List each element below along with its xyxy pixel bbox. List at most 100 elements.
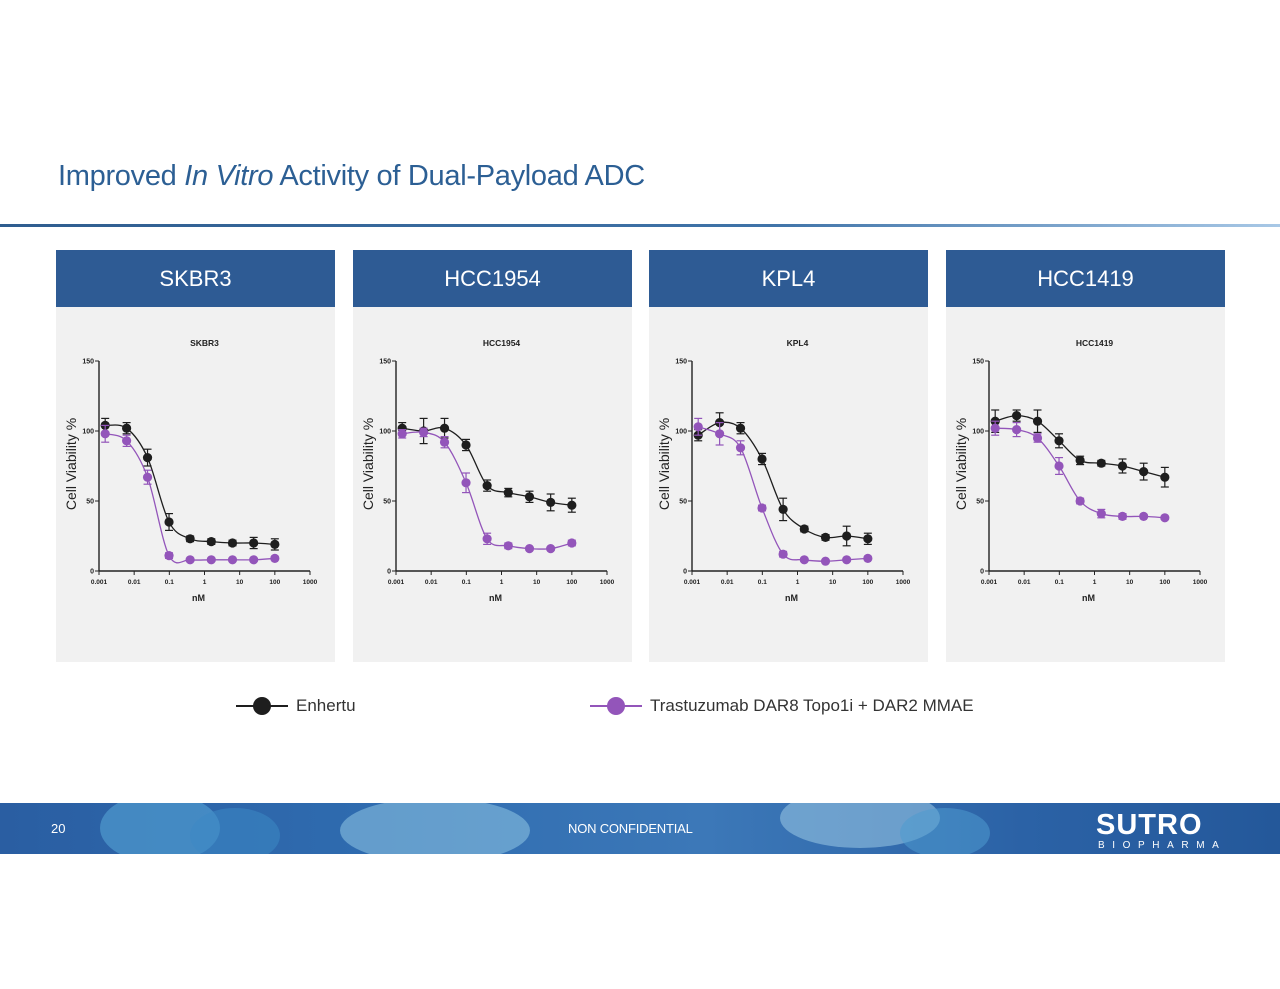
data-point: [503, 541, 513, 551]
data-point: [1139, 467, 1149, 477]
data-point: [1054, 436, 1064, 446]
x-tick-label: 10: [829, 579, 837, 586]
data-point: [863, 534, 873, 544]
panel-hcc1954: HCC1954 HCC1954 0 50 100 150 0.001 0.01 0.1 1 10 1…: [353, 250, 632, 662]
data-point: [757, 503, 767, 513]
data-point: [227, 538, 238, 548]
x-axis-title: nM: [785, 593, 798, 603]
y-tick-label: 150: [379, 359, 391, 366]
data-point: [567, 500, 577, 510]
data-point: [1160, 513, 1170, 523]
fit-curve: [402, 427, 572, 506]
logo-wordmark: SUTRO: [1096, 809, 1203, 841]
fit-curve: [697, 426, 868, 562]
x-tick-label: 0.001: [91, 579, 108, 586]
y-tick-label: 150: [675, 359, 687, 366]
x-tick-label: 0.01: [425, 579, 438, 586]
x-tick-label: 0.1: [758, 579, 767, 586]
panel-header: HCC1954: [353, 250, 632, 307]
data-point: [100, 429, 110, 439]
x-tick-label: 0.001: [388, 579, 405, 586]
fit-curve: [995, 414, 1165, 478]
x-tick-label: 0.1: [165, 579, 174, 586]
data-point: [778, 504, 788, 514]
y-tick-label: 0: [387, 569, 391, 576]
x-tick-label: 10: [533, 579, 541, 586]
title-text-italic: In Vitro: [184, 160, 274, 192]
logo-subtitle: BIOPHARMA: [1098, 840, 1227, 851]
data-point: [1160, 472, 1170, 482]
x-tick-label: 0.1: [462, 579, 471, 586]
data-point: [546, 544, 556, 554]
data-point: [270, 553, 280, 563]
y-tick-label: 50: [383, 499, 391, 506]
x-tick-label: 0.001: [981, 579, 998, 586]
footer-bar: 20 NON CONFIDENTIAL SUTRO BIOPHARMA: [0, 803, 1280, 854]
data-point: [715, 429, 725, 439]
data-point: [1012, 425, 1022, 435]
data-point: [397, 429, 407, 439]
legend-marker-dual-payload: [590, 697, 642, 715]
data-point: [735, 423, 746, 433]
y-tick-label: 100: [675, 429, 687, 436]
data-point: [482, 481, 492, 491]
title-text-start: Improved: [58, 160, 185, 192]
data-point: [249, 538, 259, 548]
slide-title: Improved In Vitro Activity of Dual-Paylo…: [58, 160, 645, 193]
x-tick-label: 0.01: [128, 579, 141, 586]
data-point: [227, 555, 238, 565]
data-point: [1032, 416, 1043, 426]
panel-skbr3: SKBR3 SKBR3 0 50 100 150 0.001 0.01 0.1 1 10 100 10…: [56, 250, 335, 662]
data-point: [820, 556, 831, 566]
x-tick-label: 0.01: [1018, 579, 1031, 586]
data-point: [164, 517, 174, 527]
data-point: [567, 538, 577, 548]
x-tick-label: 100: [1159, 579, 1170, 586]
data-point: [1096, 458, 1106, 468]
legend-marker-enhertu: [236, 697, 288, 715]
chart-title: SKBR3: [190, 338, 219, 348]
y-axis-title: Cell Viability %: [63, 418, 79, 510]
legend-item-enhertu: Enhertu: [236, 690, 356, 722]
data-point: [461, 440, 471, 450]
y-tick-label: 50: [976, 499, 984, 506]
title-text-end: Activity of Dual-Payload ADC: [273, 160, 645, 192]
y-tick-label: 0: [980, 569, 984, 576]
data-point: [842, 555, 852, 565]
data-point: [1117, 511, 1128, 521]
x-tick-label: 1000: [303, 579, 318, 586]
data-point: [185, 555, 195, 565]
legend-item-dual-payload: Trastuzumab DAR8 Topo1i + DAR2 MMAE: [590, 690, 974, 722]
confidentiality-label: NON CONFIDENTIAL: [568, 821, 693, 836]
legend-label: Enhertu: [296, 696, 356, 715]
chart-hcc1954: HCC1954 0 50 100 150 0.001 0.01 0.1 1 10 100 1000 nM…: [360, 338, 615, 603]
data-point: [820, 532, 831, 542]
x-tick-label: 100: [269, 579, 280, 586]
data-point: [206, 537, 216, 547]
panel-kpl4: KPL4 KPL4 0 50 100 150 0.001 0.01 0.1 1 10 100 1000…: [649, 250, 928, 662]
chart-hcc1419: HCC1419 0 50 100 150 0.001 0.01 0.1 1 10 100 1000 nM…: [953, 338, 1208, 603]
x-tick-label: 0.01: [721, 579, 734, 586]
sutro-logo: SUTRO BIOPHARMA: [1093, 809, 1243, 851]
x-tick-label: 0.001: [684, 579, 701, 586]
x-tick-label: 1: [1093, 579, 1097, 586]
data-point: [1012, 411, 1022, 421]
data-point: [439, 437, 450, 447]
y-axis-title: Cell Viability %: [656, 418, 672, 510]
data-point: [142, 472, 153, 482]
data-point: [990, 423, 1000, 433]
data-point: [439, 423, 450, 433]
x-tick-label: 1: [500, 579, 504, 586]
y-tick-label: 100: [379, 429, 391, 436]
data-point: [482, 534, 492, 544]
data-point: [249, 555, 259, 565]
data-point: [142, 453, 153, 463]
data-point: [799, 524, 809, 534]
y-tick-label: 150: [972, 359, 984, 366]
data-point: [1117, 461, 1128, 471]
data-point: [863, 553, 873, 563]
data-point: [503, 488, 513, 498]
x-tick-label: 10: [236, 579, 244, 586]
chart-skbr3: SKBR3 0 50 100 150 0.001 0.01 0.1 1 10 100 1000 nM Ce…: [63, 338, 318, 603]
data-point: [546, 497, 556, 507]
